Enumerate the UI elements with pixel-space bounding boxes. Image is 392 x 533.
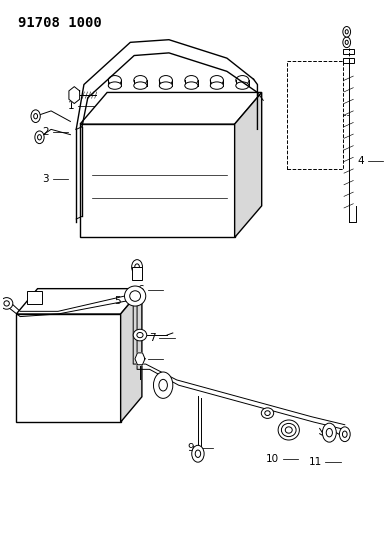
Ellipse shape xyxy=(210,82,223,90)
Bar xyxy=(287,61,343,169)
Circle shape xyxy=(343,27,350,37)
Circle shape xyxy=(154,372,173,398)
Circle shape xyxy=(345,40,348,44)
Bar xyxy=(343,58,354,63)
Ellipse shape xyxy=(210,76,223,85)
Ellipse shape xyxy=(236,82,249,90)
Text: 3: 3 xyxy=(42,174,49,184)
Circle shape xyxy=(192,445,204,462)
Circle shape xyxy=(343,37,350,47)
Bar xyxy=(343,49,354,54)
Text: 1: 1 xyxy=(68,101,74,111)
Polygon shape xyxy=(235,92,262,238)
Circle shape xyxy=(35,131,44,143)
Bar xyxy=(80,124,235,238)
Ellipse shape xyxy=(281,423,296,437)
Ellipse shape xyxy=(185,76,198,85)
Text: 11: 11 xyxy=(309,457,321,467)
Text: 6: 6 xyxy=(137,285,144,295)
Ellipse shape xyxy=(265,411,270,416)
Circle shape xyxy=(34,114,38,119)
Circle shape xyxy=(343,431,347,438)
Ellipse shape xyxy=(261,408,274,418)
Ellipse shape xyxy=(0,297,13,309)
Circle shape xyxy=(195,450,201,457)
Ellipse shape xyxy=(108,76,122,85)
Ellipse shape xyxy=(125,286,146,306)
Ellipse shape xyxy=(285,427,292,433)
Ellipse shape xyxy=(159,76,172,85)
Circle shape xyxy=(31,110,40,123)
Text: 4: 4 xyxy=(358,156,364,166)
Circle shape xyxy=(345,30,348,34)
Ellipse shape xyxy=(134,82,147,90)
Bar xyxy=(132,267,142,280)
Text: 91708 1000: 91708 1000 xyxy=(18,16,102,30)
Circle shape xyxy=(322,423,336,442)
Circle shape xyxy=(159,379,167,391)
Text: 10: 10 xyxy=(266,454,279,464)
Text: 9: 9 xyxy=(187,443,194,454)
Ellipse shape xyxy=(108,82,122,90)
Ellipse shape xyxy=(4,301,9,306)
Ellipse shape xyxy=(159,82,172,90)
Polygon shape xyxy=(69,87,80,103)
Circle shape xyxy=(135,264,140,270)
Ellipse shape xyxy=(185,82,198,90)
Ellipse shape xyxy=(130,291,141,301)
Ellipse shape xyxy=(133,329,147,341)
Circle shape xyxy=(326,429,332,437)
Polygon shape xyxy=(80,92,262,124)
Text: 2: 2 xyxy=(42,127,49,137)
Polygon shape xyxy=(16,289,142,314)
Polygon shape xyxy=(121,289,142,422)
Ellipse shape xyxy=(137,333,143,338)
Bar xyxy=(16,314,121,422)
Ellipse shape xyxy=(236,76,249,85)
Text: 7: 7 xyxy=(149,333,155,343)
Text: 8: 8 xyxy=(137,354,144,364)
Circle shape xyxy=(132,260,142,274)
Circle shape xyxy=(339,427,350,442)
Bar xyxy=(27,290,42,304)
Ellipse shape xyxy=(134,76,147,85)
Circle shape xyxy=(38,135,42,140)
Text: 5: 5 xyxy=(114,296,121,306)
Polygon shape xyxy=(135,353,145,365)
